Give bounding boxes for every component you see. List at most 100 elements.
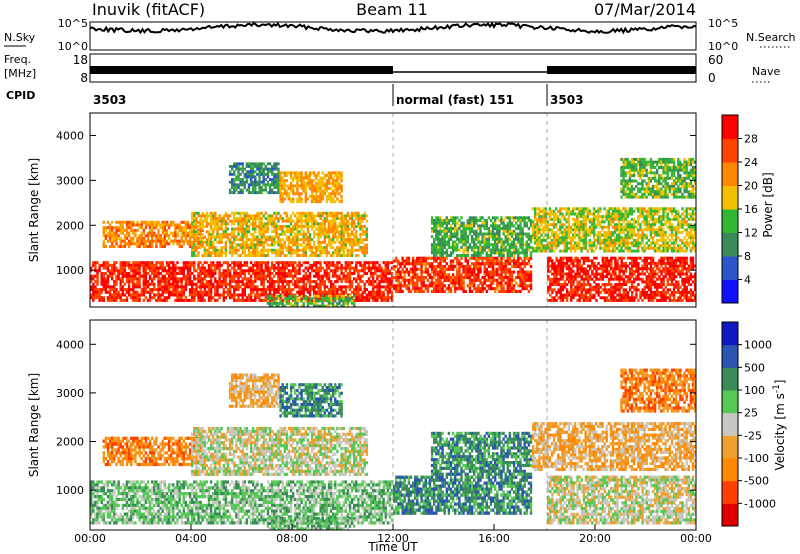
heatmap-cell bbox=[475, 216, 478, 220]
heatmap-cell bbox=[340, 272, 343, 275]
heatmap-cell bbox=[551, 264, 554, 268]
heatmap-cell bbox=[668, 283, 672, 286]
heatmap-cell bbox=[589, 267, 592, 271]
heatmap-cell bbox=[376, 288, 379, 292]
heatmap-cell bbox=[132, 280, 135, 284]
heatmap-cell bbox=[350, 243, 354, 247]
heatmap-cell bbox=[508, 259, 512, 263]
heatmap-cell bbox=[647, 280, 651, 284]
heatmap-cell bbox=[405, 284, 408, 288]
heatmap-cell bbox=[618, 267, 621, 271]
heatmap-cell bbox=[481, 259, 484, 263]
heatmap-cell bbox=[603, 288, 607, 292]
heatmap-cell bbox=[512, 287, 516, 291]
heatmap-cell bbox=[559, 259, 562, 263]
heatmap-cell bbox=[134, 261, 137, 265]
heatmap-cell bbox=[167, 296, 171, 300]
heatmap-cell bbox=[254, 246, 257, 249]
heatmap-cell bbox=[342, 274, 345, 278]
heatmap-cell bbox=[553, 296, 556, 300]
heatmap-cell bbox=[176, 277, 179, 281]
heatmap-cell bbox=[481, 248, 484, 252]
heatmap-cell bbox=[167, 236, 171, 240]
heatmap-cell bbox=[264, 288, 267, 292]
heatmap-cell bbox=[264, 240, 267, 244]
heatmap-cell bbox=[489, 248, 493, 252]
heatmap-cell bbox=[586, 288, 590, 292]
heatmap-cell bbox=[494, 289, 497, 293]
heatmap-cell bbox=[549, 285, 552, 289]
heatmap-cell bbox=[595, 291, 598, 294]
heatmap-cell bbox=[317, 254, 320, 257]
heatmap-cell bbox=[447, 221, 451, 225]
heatmap-cell bbox=[304, 243, 307, 247]
heatmap-cell bbox=[479, 270, 482, 274]
heatmap-cell bbox=[689, 293, 693, 297]
heatmap-cell bbox=[593, 280, 596, 284]
heatmap-cell bbox=[491, 229, 495, 233]
heatmap-cell bbox=[565, 275, 569, 279]
heatmap-cell bbox=[92, 298, 95, 302]
heatmap-cell bbox=[344, 219, 347, 223]
heatmap-cell bbox=[361, 240, 364, 244]
heatmap-cell bbox=[243, 222, 246, 226]
heatmap-cell bbox=[298, 266, 301, 270]
heatmap-cell bbox=[508, 267, 512, 271]
heatmap-cell bbox=[353, 227, 356, 231]
heatmap-cell bbox=[336, 248, 339, 252]
heatmap-cell bbox=[357, 243, 360, 247]
heatmap-cell bbox=[672, 277, 676, 281]
heatmap-cell bbox=[498, 227, 501, 231]
heatmap-cell bbox=[683, 277, 686, 281]
heatmap-cell bbox=[470, 256, 474, 260]
heatmap-cell bbox=[687, 269, 690, 273]
heatmap-cell bbox=[616, 259, 619, 263]
heatmap-cell bbox=[348, 269, 352, 273]
heatmap-cell bbox=[416, 278, 419, 282]
heatmap-cell bbox=[180, 239, 183, 243]
heatmap-cell bbox=[90, 266, 93, 270]
heatmap-cell bbox=[580, 275, 583, 279]
heatmap-cell bbox=[557, 280, 560, 284]
heatmap-cell bbox=[494, 232, 497, 236]
heatmap-cell bbox=[258, 266, 261, 270]
heatmap-cell bbox=[502, 229, 505, 233]
heatmap-cell bbox=[658, 293, 661, 297]
heatmap-cell bbox=[363, 238, 366, 242]
heatmap-cell bbox=[264, 274, 267, 278]
heatmap-cell bbox=[197, 261, 200, 265]
heatmap-cell bbox=[677, 291, 680, 294]
heatmap-cell bbox=[359, 280, 362, 284]
heatmap-cell bbox=[205, 219, 209, 223]
heatmap-cell bbox=[153, 285, 156, 289]
heatmap-cell bbox=[424, 276, 427, 280]
heatmap-cell bbox=[441, 235, 444, 239]
heatmap-cell bbox=[207, 222, 211, 226]
heatmap-cell bbox=[271, 272, 274, 275]
heatmap-cell bbox=[651, 267, 655, 271]
heatmap-cell bbox=[302, 280, 305, 284]
heatmap-cell bbox=[106, 226, 110, 230]
heatmap-cell bbox=[654, 264, 657, 268]
heatmap-cell bbox=[127, 288, 131, 292]
heatmap-cell bbox=[106, 280, 110, 284]
heatmap-cell bbox=[439, 216, 442, 220]
heatmap-cell bbox=[435, 235, 438, 239]
heatmap-cell bbox=[111, 288, 114, 292]
heatmap-cell bbox=[350, 219, 354, 223]
heatmap-cell bbox=[136, 220, 139, 224]
heatmap-cell bbox=[296, 269, 299, 273]
heatmap-cell bbox=[447, 229, 451, 233]
heatmap-cell bbox=[327, 222, 331, 226]
heatmap-cell bbox=[159, 226, 162, 230]
heatmap-cell bbox=[445, 273, 448, 277]
heatmap-cell bbox=[102, 298, 105, 302]
heatmap-cell bbox=[167, 290, 171, 294]
heatmap-cell bbox=[273, 269, 276, 273]
heatmap-cell bbox=[388, 296, 392, 300]
heatmap-cell bbox=[346, 219, 350, 223]
heatmap-cell bbox=[319, 269, 322, 273]
heatmap-cell bbox=[555, 299, 558, 302]
heatmap-cell bbox=[262, 269, 265, 273]
heatmap-cell bbox=[672, 262, 676, 265]
